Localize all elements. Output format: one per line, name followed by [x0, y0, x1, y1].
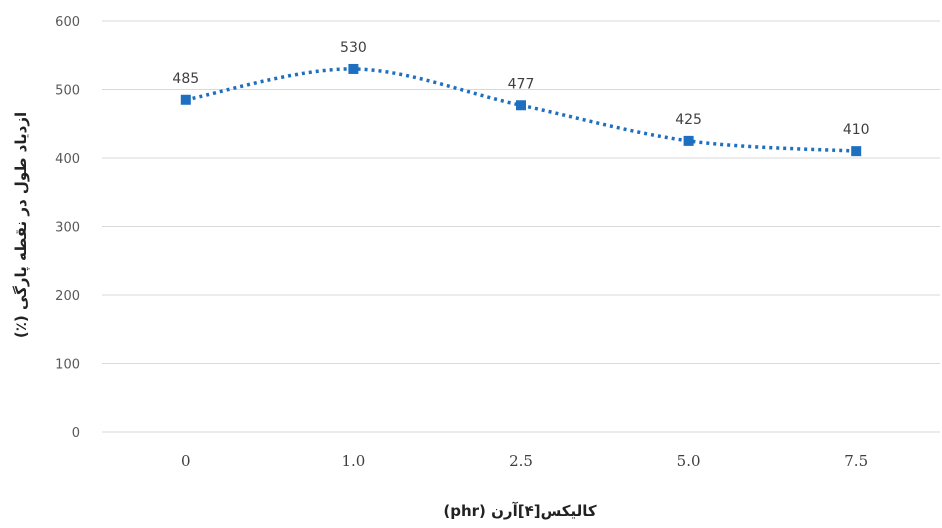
data-point-marker [851, 146, 862, 157]
y-tick-label: 0 [72, 426, 80, 441]
x-axis-title: کالیکس[۴]آرن (phr) [443, 502, 597, 520]
x-tick-label: 2.5 [509, 452, 533, 470]
x-axis-ticks: 0 1.0 2.5 5.0 7.5 [181, 452, 868, 470]
data-point-marker [516, 100, 526, 111]
y-tick-label: 300 [55, 221, 80, 236]
y-tick-label: 500 [55, 84, 80, 99]
data-point-marker [348, 63, 359, 74]
gridlines [102, 20, 940, 433]
data-point-marker [180, 94, 191, 105]
data-label: 410 [843, 122, 870, 138]
y-tick-label: 600 [55, 15, 80, 30]
data-label: 425 [675, 112, 702, 128]
y-axis-title: ازدیاد طول در نقطه پارگی (٪) [12, 112, 31, 338]
y-tick-label: 100 [55, 358, 80, 373]
x-tick-label: 0 [181, 452, 191, 470]
data-point-marker [683, 135, 694, 146]
x-tick-label: 5.0 [677, 452, 701, 470]
x-tick-label: 7.5 [844, 452, 868, 470]
y-axis-ticks: 0 100 200 300 400 500 600 [55, 15, 80, 441]
data-label: 485 [172, 71, 199, 87]
y-tick-label: 200 [55, 289, 80, 304]
x-tick-label: 1.0 [341, 452, 365, 470]
series-markers [180, 63, 862, 157]
data-label: 477 [508, 76, 535, 92]
y-tick-label: 400 [55, 152, 80, 167]
data-label: 530 [340, 40, 367, 56]
data-labels: 485 530 477 425 410 [172, 40, 869, 138]
